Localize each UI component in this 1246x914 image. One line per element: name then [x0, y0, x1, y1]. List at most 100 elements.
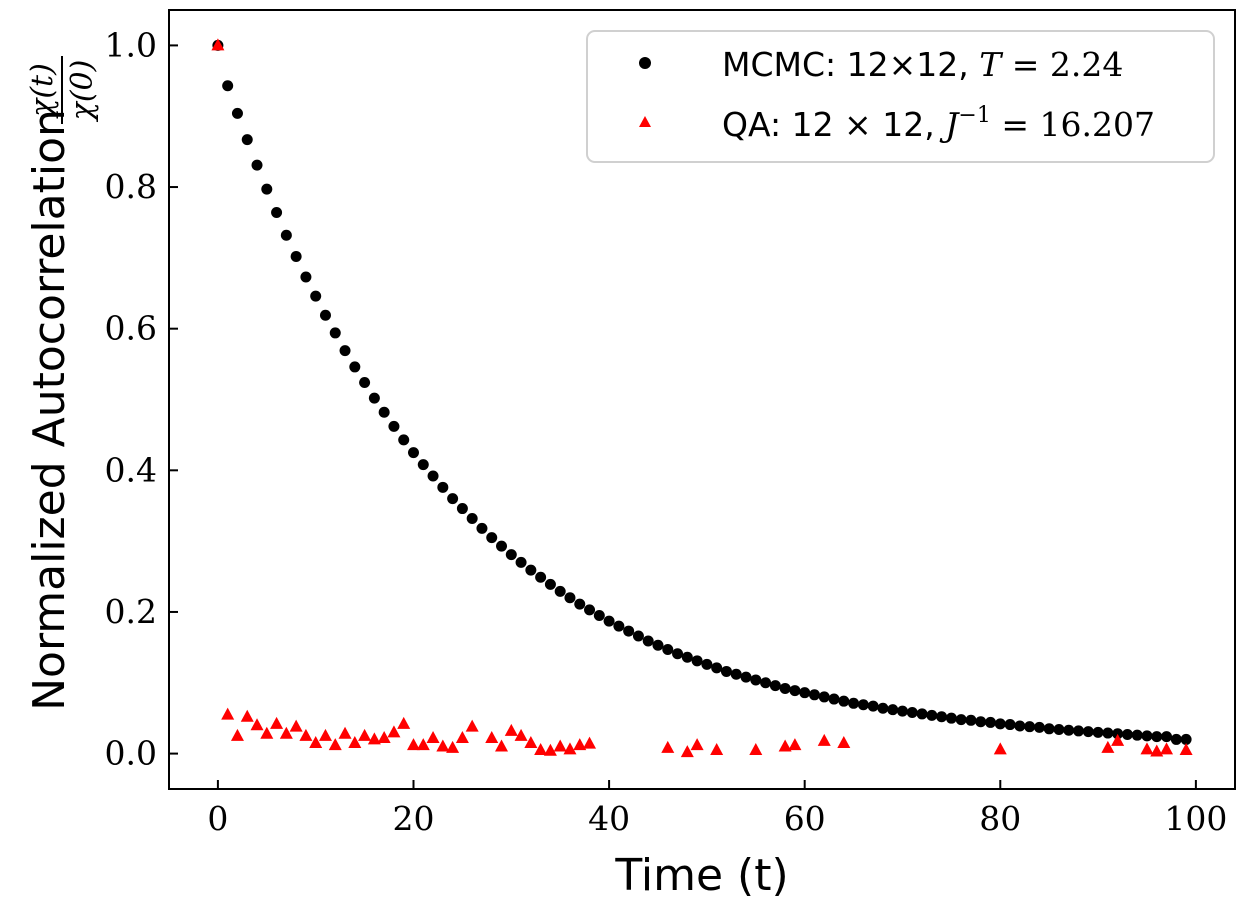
mcmc-point: [740, 671, 752, 683]
mcmc-point: [955, 714, 967, 726]
mcmc-point: [808, 689, 820, 701]
legend-mcmc-prefix: MCMC: 12×12,: [722, 45, 979, 84]
qa-point: [318, 728, 332, 741]
qa-point: [504, 723, 518, 736]
mcmc-point: [828, 693, 840, 705]
mcmc-point: [1014, 720, 1026, 732]
legend-qa-sup: −1: [958, 103, 990, 128]
qa-point: [993, 742, 1007, 755]
qa-point: [1160, 742, 1174, 755]
qa-point: [270, 716, 284, 729]
y-tick-label: 0.4: [105, 450, 157, 489]
qa-point: [817, 733, 831, 746]
mcmc-point: [720, 665, 732, 677]
legend-mcmc-rest: = 2.24: [1001, 45, 1123, 84]
mcmc-point: [271, 207, 283, 219]
mcmc-point: [1180, 733, 1192, 745]
qa-point: [710, 743, 724, 756]
x-tick-label: 0: [207, 799, 228, 838]
mcmc-point: [1004, 719, 1016, 731]
mcmc-point: [965, 714, 977, 726]
mcmc-point: [280, 229, 292, 241]
qa-point: [387, 725, 401, 738]
y-axis-ticks: 0.0 0.2 0.4 0.6 0.8 1.0: [105, 25, 178, 773]
mcmc-point: [926, 709, 938, 721]
mcmc-point: [613, 620, 625, 632]
mcmc-point: [554, 585, 566, 597]
mcmc-point: [476, 522, 488, 534]
mcmc-point: [427, 470, 439, 482]
mcmc-point: [838, 695, 850, 707]
series-mcmc: [212, 39, 1192, 745]
mcmc-point: [456, 503, 468, 515]
mcmc-point: [1141, 730, 1153, 742]
mcmc-point: [437, 481, 449, 493]
mcmc-point: [994, 718, 1006, 730]
mcmc-point: [1121, 728, 1133, 740]
mcmc-point: [417, 459, 429, 471]
y-tick-label: 1.0: [105, 25, 157, 64]
mcmc-point: [300, 271, 312, 283]
qa-point: [1140, 742, 1154, 755]
mcmc-point: [760, 677, 772, 689]
y-axis-label-group: Normalized Autocorrelation χ(t) χ(0): [24, 56, 100, 711]
mcmc-point: [378, 406, 390, 418]
qa-point: [250, 718, 264, 731]
qa-point: [338, 726, 352, 739]
mcmc-point: [789, 685, 801, 697]
mcmc-point: [672, 648, 684, 660]
mcmc-point: [1170, 733, 1182, 745]
mcmc-point: [857, 699, 869, 711]
legend-mcmc-var: T: [979, 45, 1004, 84]
mcmc-point: [525, 564, 537, 576]
mcmc-point: [1033, 721, 1045, 733]
mcmc-point: [574, 598, 586, 610]
mcmc-point: [906, 707, 918, 719]
qa-point: [279, 726, 293, 739]
mcmc-point: [515, 556, 527, 568]
mcmc-point: [231, 107, 243, 119]
mcmc-point: [222, 80, 234, 92]
qa-point: [397, 716, 411, 729]
qa-point: [446, 740, 460, 753]
mcmc-point: [818, 691, 830, 703]
mcmc-point: [691, 655, 703, 667]
qa-point: [534, 743, 548, 756]
mcmc-point: [916, 708, 928, 720]
plot-area: [168, 9, 1236, 790]
mcmc-point: [505, 549, 517, 561]
mcmc-point: [701, 658, 713, 670]
mcmc-point: [985, 716, 997, 728]
legend-label-mcmc: MCMC: 12×12, T = 2.24: [722, 45, 1123, 84]
qa-point: [436, 739, 450, 752]
x-tick-label: 80: [979, 799, 1021, 838]
qa-point: [837, 735, 851, 748]
mcmc-point: [632, 630, 644, 642]
legend: MCMC: 12×12, T = 2.24 QA: 12 × 12, J−1 =…: [586, 30, 1215, 163]
mcmc-point: [945, 712, 957, 724]
qa-point: [661, 740, 675, 753]
qa-point: [465, 719, 479, 732]
legend-qa-prefix: QA: 12 × 12,: [722, 105, 945, 144]
y-axis-label: Normalized Autocorrelation: [24, 109, 75, 711]
qa-point: [749, 743, 763, 756]
qa-point: [788, 738, 802, 751]
mcmc-point: [1112, 728, 1124, 740]
qa-point: [230, 728, 244, 741]
mcmc-point: [261, 183, 273, 195]
x-tick-label: 20: [392, 799, 434, 838]
mcmc-point: [1024, 721, 1036, 733]
y-tick-label: 0.0: [105, 734, 157, 773]
qa-point: [690, 738, 704, 751]
qa-point: [309, 735, 323, 748]
mcmc-point: [1043, 723, 1055, 735]
mcmc-point: [623, 625, 635, 637]
mcmc-point: [887, 704, 899, 716]
mcmc-point: [241, 134, 253, 146]
mcmc-point: [681, 651, 693, 663]
qa-point: [778, 739, 792, 752]
qa-point: [348, 735, 362, 748]
mcmc-point: [407, 447, 419, 459]
qa-point: [221, 707, 235, 720]
mcmc-point: [398, 434, 410, 446]
